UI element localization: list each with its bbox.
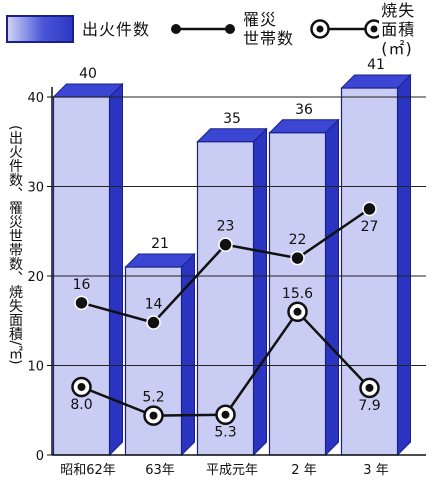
x-tick-label: 平成元年 [206, 463, 258, 478]
x-tick-label: 2 年 [291, 463, 316, 478]
y-tick-label: 40 [27, 91, 44, 106]
bar-value-label: 35 [223, 111, 241, 127]
area-point-center [77, 382, 86, 391]
x-tick-label: 63年 [145, 463, 175, 478]
x-tick-label: 3 年 [363, 463, 388, 478]
area-value-label: 7.9 [358, 398, 380, 414]
legend-label-households: 罹災 世帯数 [243, 10, 294, 48]
area-value-label: 15.6 [282, 286, 313, 302]
area-point-center [365, 383, 374, 392]
bar-value-label: 40 [79, 66, 97, 82]
legend-label-fires: 出火件数 [82, 19, 151, 39]
y-tick-label: 30 [27, 181, 44, 196]
legend-label-households-line2: 世帯数 [243, 29, 295, 48]
bar-top [196, 128, 268, 143]
x-tick-label: 昭和62年 [60, 463, 116, 478]
area-value-label: 5.3 [214, 425, 236, 441]
households-value-label: 27 [361, 219, 379, 235]
legend-label-households-line1: 罹災 [243, 10, 278, 29]
legend-item-area: 焼失 面積(㎡) [310, 0, 441, 58]
bar-side [253, 127, 267, 457]
households-point [290, 250, 305, 266]
bar [124, 266, 183, 456]
y-tick-label: 10 [27, 360, 44, 375]
bar-side [397, 73, 411, 457]
legend-label-area-line1: 焼失 [381, 0, 416, 20]
households-point [74, 295, 89, 311]
bar-top [52, 83, 124, 98]
legend-ring-line-swatch [310, 19, 380, 39]
bar-value-label: 21 [151, 236, 169, 252]
households-value-label: 22 [289, 232, 307, 248]
area-value-label: 8.0 [70, 397, 92, 413]
legend-bar-swatch [6, 15, 74, 43]
households-value-label: 14 [145, 297, 163, 313]
households-point [362, 201, 377, 217]
legend-label-area: 焼失 面積(㎡) [381, 1, 441, 58]
bar [196, 141, 255, 456]
bar-top [268, 119, 340, 134]
households-point [146, 315, 161, 330]
legend-item-fires: 出火件数 [6, 0, 150, 58]
bar-top [340, 74, 412, 89]
bar-side [325, 118, 339, 457]
bar-value-label: 41 [367, 57, 385, 73]
legend-item-households: 罹災 世帯数 [168, 0, 294, 58]
legend-dot-line-swatch [171, 24, 235, 34]
y-axis-label: (出火件数、罹災世帯数、焼失面積/㎡) [7, 125, 23, 365]
legend-label-area-line2: 面積(㎡) [381, 19, 416, 58]
households-point [218, 237, 233, 252]
legend: 出火件数 罹災 世帯数 焼失 面積(㎡) [0, 0, 441, 60]
households-value-label: 16 [73, 277, 91, 293]
y-tick-label: 0 [36, 449, 44, 464]
area-point-center [149, 411, 158, 420]
bar-value-label: 36 [295, 102, 313, 118]
area-value-label: 5.2 [142, 390, 164, 406]
households-value-label: 23 [217, 219, 235, 235]
area-point-center [221, 410, 230, 419]
bar-top [124, 253, 196, 268]
area-point-center [293, 307, 302, 316]
y-tick-label: 20 [27, 270, 44, 285]
